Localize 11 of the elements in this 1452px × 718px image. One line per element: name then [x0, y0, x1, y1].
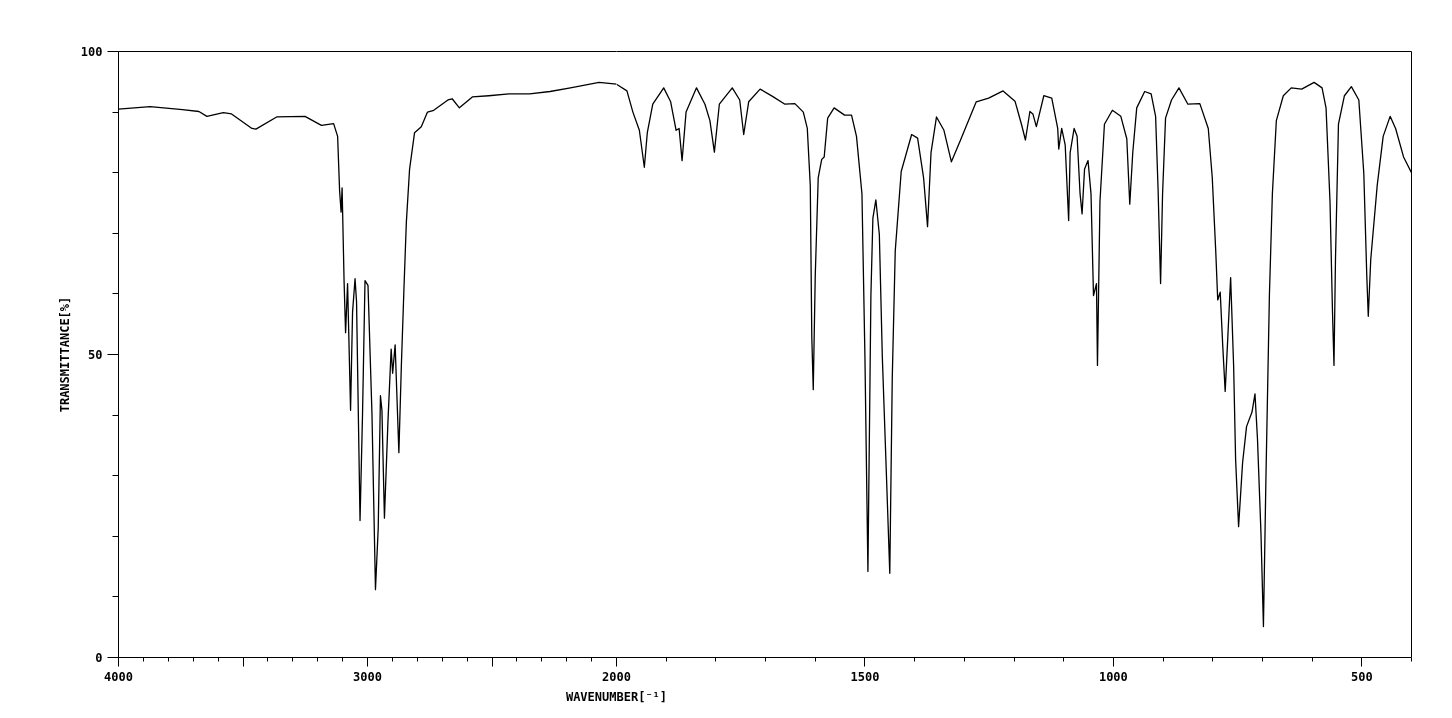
x-tick-label: 3000: [353, 669, 382, 684]
y-axis-title: TRANSMITTANCE[%]: [57, 296, 72, 413]
x-axis-title: WAVENUMBER[⁻¹]: [565, 689, 668, 704]
x-tick-label: 2000: [602, 669, 631, 684]
x-tick-label: 1500: [850, 669, 880, 684]
y-tick-label: 50: [88, 348, 103, 362]
x-tick-label: 4000: [104, 669, 133, 684]
x-tick-label: 500: [1350, 669, 1373, 684]
y-tick-label: 0: [95, 651, 103, 665]
y-tick-label: 100: [80, 45, 103, 59]
x-tick-label: 1000: [1098, 669, 1128, 684]
